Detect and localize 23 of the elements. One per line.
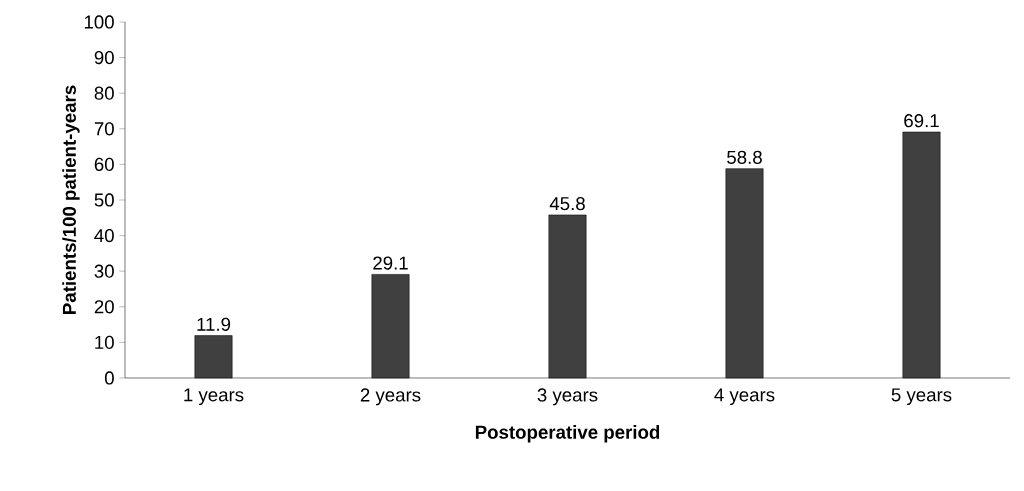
y-tick-label: 50 [94, 193, 114, 207]
x-tick-label: 1 years [184, 388, 244, 406]
y-tick-label: 0 [104, 371, 114, 385]
y-tick-label: 100 [84, 15, 114, 29]
y-tick-label: 70 [94, 122, 114, 136]
data-label: 58.8 [727, 150, 762, 164]
y-tick-label: 80 [94, 86, 114, 100]
y-tick-label: 10 [95, 335, 114, 349]
y-tick-label: 60 [94, 157, 114, 171]
y-axis-title: Patients/100 patient-years [62, 85, 80, 314]
y-tick-label: 20 [94, 300, 114, 314]
data-label: 29.1 [373, 256, 408, 270]
x-tick-label: 5 years [891, 388, 952, 406]
y-tick-label: 90 [94, 50, 114, 65]
x-tick-label: 2 years [360, 388, 421, 406]
x-axis-title: Postoperative period [475, 425, 660, 443]
x-tick-label: 3 years [537, 388, 598, 406]
data-label: 11.9 [197, 317, 231, 331]
data-label: 45.8 [549, 197, 585, 211]
y-tick-label: 40 [94, 228, 114, 243]
data-label: 69.1 [904, 114, 939, 128]
x-tick-label: 4 years [714, 388, 775, 406]
y-tick-label: 30 [94, 264, 114, 278]
